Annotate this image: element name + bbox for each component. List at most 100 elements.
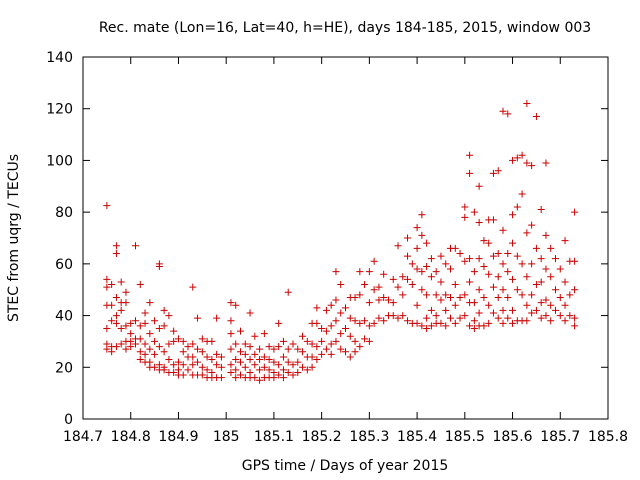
- data-point: [251, 332, 259, 340]
- data-point: [552, 286, 559, 294]
- data-point: [284, 345, 292, 353]
- data-point: [413, 224, 421, 232]
- data-point: [356, 268, 364, 276]
- data-point: [332, 337, 340, 345]
- data-point: [404, 317, 412, 325]
- data-point: [227, 361, 235, 369]
- data-point: [447, 293, 454, 301]
- data-point: [489, 309, 497, 317]
- data-point: [518, 260, 526, 268]
- data-point: [313, 356, 321, 364]
- data-point: [451, 319, 459, 327]
- data-point: [275, 361, 283, 369]
- data-point: [418, 322, 426, 330]
- data-point: [108, 301, 116, 309]
- data-point: [413, 319, 421, 327]
- data-point: [528, 309, 536, 317]
- data-point: [184, 366, 192, 374]
- x-tick-label: 185.5: [445, 429, 485, 445]
- data-point: [141, 350, 149, 358]
- data-point: [561, 278, 569, 286]
- data-point: [203, 366, 211, 374]
- data-point: [523, 317, 531, 325]
- data-point: [289, 340, 297, 348]
- x-tick-label: 184.7: [63, 429, 103, 445]
- data-point: [170, 361, 178, 369]
- data-point: [475, 309, 483, 317]
- data-point: [318, 337, 326, 345]
- data-point: [518, 151, 526, 159]
- data-point: [251, 361, 259, 369]
- data-point: [265, 356, 273, 364]
- data-point: [170, 368, 178, 376]
- data-point: [561, 237, 569, 245]
- data-point: [279, 366, 287, 374]
- data-point: [532, 281, 540, 289]
- data-point: [571, 286, 579, 294]
- data-point: [432, 291, 440, 299]
- data-point: [494, 167, 502, 175]
- data-point: [494, 250, 502, 258]
- data-point: [260, 353, 268, 361]
- data-point: [227, 368, 235, 376]
- data-point: [399, 273, 407, 281]
- data-point: [251, 374, 259, 382]
- data-point: [346, 314, 354, 322]
- data-point: [494, 293, 502, 301]
- chart-title: Rec. mate (Lon=16, Lat=40, h=HE), days 1…: [99, 20, 591, 36]
- data-point: [499, 306, 507, 314]
- data-point: [122, 299, 130, 307]
- data-point: [365, 268, 373, 276]
- data-point: [509, 211, 517, 219]
- data-point: [289, 371, 297, 379]
- data-point: [461, 203, 469, 211]
- data-point: [552, 255, 559, 263]
- data-point: [461, 291, 469, 299]
- data-point: [155, 343, 163, 351]
- data-point: [456, 293, 464, 301]
- data-point: [489, 216, 497, 224]
- data-point: [227, 299, 235, 307]
- data-point: [466, 255, 474, 263]
- data-point: [470, 208, 478, 216]
- data-point: [275, 319, 283, 327]
- data-point: [532, 244, 540, 252]
- x-tick-label: 185: [213, 429, 240, 445]
- y-tick-label: 60: [55, 257, 73, 273]
- data-point: [442, 260, 450, 268]
- data-point: [547, 273, 555, 281]
- data-point: [270, 345, 278, 353]
- data-point: [313, 319, 321, 327]
- data-point: [322, 306, 330, 314]
- data-point: [370, 286, 378, 294]
- data-point: [432, 268, 440, 276]
- data-point: [165, 312, 173, 320]
- data-point: [509, 275, 517, 283]
- plot-frame: [82, 56, 609, 420]
- y-tick-label: 0: [64, 412, 73, 428]
- data-point: [556, 293, 564, 301]
- x-tick-label: 184.8: [111, 429, 151, 445]
- y-tick-label: 80: [55, 205, 73, 221]
- data-point: [380, 270, 388, 278]
- data-point: [232, 301, 240, 309]
- data-point: [528, 260, 536, 268]
- data-point: [394, 242, 402, 250]
- data-point: [308, 353, 316, 361]
- data-point: [299, 363, 307, 371]
- data-point: [499, 107, 507, 115]
- data-point: [389, 275, 397, 283]
- data-point: [246, 343, 254, 351]
- data-point: [504, 110, 512, 118]
- data-point: [537, 278, 545, 286]
- data-point: [289, 361, 297, 369]
- data-point: [356, 291, 364, 299]
- data-point: [466, 278, 474, 286]
- data-point: [380, 293, 388, 301]
- data-point: [504, 250, 512, 258]
- data-point: [265, 366, 273, 374]
- data-point: [480, 293, 488, 301]
- data-point: [284, 368, 292, 376]
- data-point: [542, 159, 550, 167]
